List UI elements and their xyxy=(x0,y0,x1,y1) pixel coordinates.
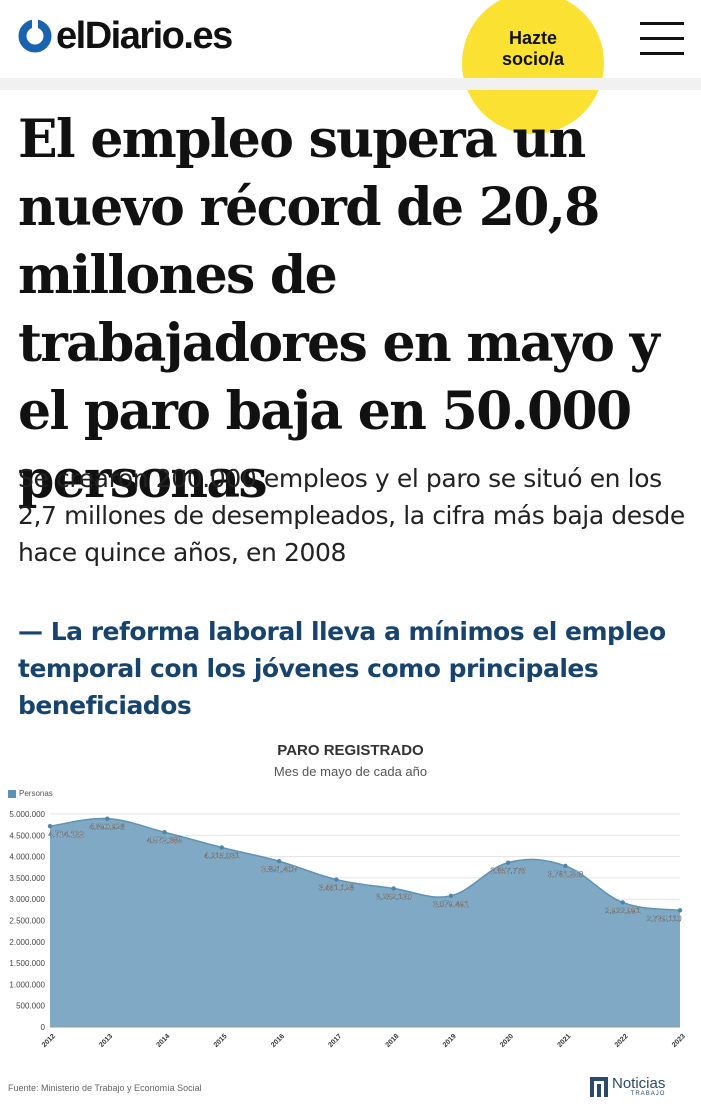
data-point xyxy=(448,893,454,899)
data-point xyxy=(563,863,568,869)
data-label: 3.079.491 xyxy=(433,900,469,909)
x-tick-label: 2018 xyxy=(385,1033,401,1049)
logo-text: elDiario.es xyxy=(56,15,233,57)
data-label: 4.890.928 xyxy=(89,823,125,832)
data-label: 3.857.776 xyxy=(490,867,526,876)
y-tick-label: 500.000 xyxy=(16,1002,45,1011)
legend-label: Personas xyxy=(19,789,53,798)
join-subscriber-button[interactable]: Hazte socio/a xyxy=(462,0,604,134)
data-label: 4.572.385 xyxy=(147,836,183,845)
brand-mark-icon xyxy=(590,1076,608,1097)
area-fill xyxy=(50,818,680,1027)
series-line xyxy=(49,817,681,912)
chart-title: PARO REGISTRADO xyxy=(277,742,424,759)
data-label: 3.891.403 xyxy=(261,865,297,874)
chart-source: Fuente: Ministerio de Trabajo y Economía… xyxy=(8,1083,202,1093)
data-point xyxy=(47,823,53,829)
join-label-line2: socio/a xyxy=(501,49,565,69)
chart-subtitle: Mes de mayo de cada año xyxy=(273,764,428,779)
y-tick-label: 2.000.000 xyxy=(9,938,45,947)
article-subhead: Se crearon 200.000 empleos y el paro se … xyxy=(18,464,685,567)
x-tick-label: 2023 xyxy=(671,1033,687,1049)
data-point xyxy=(219,845,225,850)
y-tick-label: 3.500.000 xyxy=(9,874,45,883)
x-tick-label: 2013 xyxy=(98,1033,114,1049)
y-tick-label: 4.500.000 xyxy=(9,831,45,840)
x-tick-label: 2016 xyxy=(270,1033,286,1049)
legend-swatch xyxy=(8,789,16,798)
x-tick-label: 2015 xyxy=(213,1033,229,1049)
brand-name: Noticias xyxy=(612,1075,666,1092)
x-tick-label: 2022 xyxy=(614,1033,630,1049)
y-tick-label: 2.500.000 xyxy=(9,917,45,926)
y-tick-label: 0 xyxy=(41,1023,46,1032)
site-header: elDiario.es Hazte socio/a xyxy=(0,0,701,134)
data-label: 3.781.250 xyxy=(548,870,584,879)
data-point xyxy=(105,816,110,821)
brand-sub: TRABAJO xyxy=(630,1091,666,1097)
noticias-trabajo-logo: Noticias TRABAJO xyxy=(590,1076,665,1097)
y-tick-label: 4.000.000 xyxy=(9,853,45,862)
data-point xyxy=(677,908,683,913)
data-point xyxy=(505,860,511,865)
x-tick-label: 2021 xyxy=(556,1033,572,1049)
data-label: 4.714.122 xyxy=(48,830,84,839)
article-headline: El empleo supera un nuevo récord de 20,8… xyxy=(18,109,660,510)
x-tick-label: 2014 xyxy=(156,1033,172,1049)
y-tick-label: 1.000.000 xyxy=(9,980,45,989)
data-point xyxy=(620,900,625,905)
chart-plot: 0 500.000 1.000.000 1.500.000 2.000.000 2.500… xyxy=(9,810,687,1049)
data-label: 4.215.031 xyxy=(204,851,240,860)
data-point xyxy=(334,877,339,882)
data-label: 3.461.128 xyxy=(319,884,355,893)
data-label: 2.922.991 xyxy=(605,906,641,915)
header-divider xyxy=(0,78,701,90)
x-tick-label: 2012 xyxy=(41,1033,57,1049)
related-article-link[interactable]: — La reforma laboral lleva a mínimos el … xyxy=(18,617,666,720)
y-tick-label: 3.000.000 xyxy=(9,895,45,904)
y-tick-label: 5.000.000 xyxy=(9,810,45,819)
data-label: 2.739.110 xyxy=(647,914,683,923)
x-tick-label: 2019 xyxy=(442,1033,458,1049)
data-point xyxy=(162,830,167,835)
chart-legend: Personas xyxy=(8,789,53,798)
unemployment-chart: PARO REGISTRADO Mes de mayo de cada año … xyxy=(0,736,701,1116)
data-label: 3.252.130 xyxy=(376,892,412,901)
site-logo[interactable]: elDiario.es xyxy=(18,15,233,57)
hamburger-menu-icon[interactable] xyxy=(640,22,684,56)
x-tick-label: 2020 xyxy=(499,1033,515,1049)
data-point xyxy=(391,886,396,891)
data-point xyxy=(276,859,282,864)
x-tick-label: 2017 xyxy=(327,1033,343,1049)
logo-ring-icon xyxy=(18,19,52,53)
join-label-line1: Hazte xyxy=(508,28,557,48)
y-tick-label: 1.500.000 xyxy=(9,959,45,968)
